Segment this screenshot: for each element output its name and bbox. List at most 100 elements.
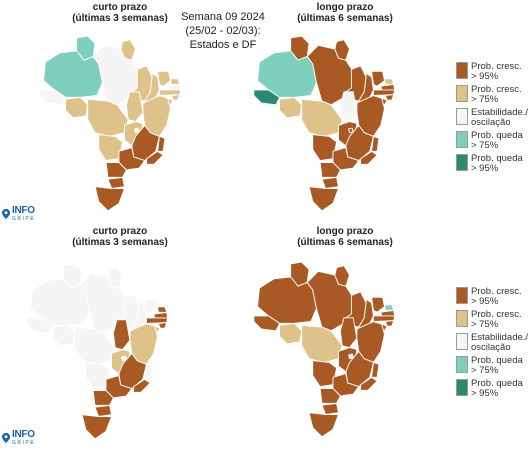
state-al (170, 94, 181, 101)
legend-label-q75: Prob. queda > 75% (471, 355, 523, 376)
logo-sub-text: GRIPE (12, 216, 36, 222)
legend-item-q75: Prob. queda > 75% (456, 131, 528, 151)
state-to (112, 319, 131, 351)
state-to (339, 91, 358, 123)
infogripe-logo-bottom: INFO GRIPE (2, 430, 35, 446)
legend-swatch-c95 (456, 62, 468, 79)
legend-label-est: Estabilidade./ oscilação (471, 332, 529, 353)
legend-swatch-q95 (456, 154, 468, 171)
panel-3-title-line1: curto prazo (92, 226, 148, 237)
map-states-group (253, 36, 396, 211)
legend-item-c95: Prob. cresc. > 95% (456, 287, 528, 307)
state-ac (253, 315, 281, 332)
panel-2-title-line1: longo prazo (316, 2, 374, 13)
state-df (348, 353, 354, 360)
state-ac (26, 317, 54, 334)
infogripe-logo-top: INFO GRIPE (2, 206, 35, 222)
legend-label-q95: Prob. queda > 95% (471, 153, 523, 174)
map-longo-prazo-bottom (253, 262, 396, 437)
legend-label-c95: Prob. cresc. > 95% (471, 286, 522, 307)
state-mt (301, 98, 343, 137)
state-pr (319, 162, 341, 178)
panel-4-title: longo prazo (últimas 6 semanas) (280, 226, 410, 248)
state-pr (92, 390, 114, 406)
state-rn (170, 78, 181, 85)
state-sc (321, 402, 339, 415)
state-df (348, 127, 354, 134)
panel-2-title-line2: (últimas 6 semanas) (297, 13, 393, 24)
logo-sub-text: GRIPE (12, 440, 36, 446)
state-ba (356, 321, 385, 363)
state-ac (253, 89, 281, 106)
state-rj (133, 378, 151, 393)
legend-item-q95: Prob. queda > 95% (456, 154, 528, 174)
state-ro (279, 322, 303, 345)
legend-swatch-c75 (456, 310, 468, 327)
state-rs (308, 412, 339, 437)
state-df (121, 355, 127, 362)
state-rj (360, 150, 378, 165)
legend-label-c75: Prob. cresc. > 75% (471, 84, 522, 105)
legend-swatch-q75 (456, 131, 468, 148)
state-ro (279, 96, 303, 119)
state-rs (308, 186, 339, 211)
state-sc (321, 176, 339, 189)
logo-main-text: INFO (12, 429, 35, 440)
map-states-group (26, 264, 169, 439)
state-al (157, 322, 168, 329)
state-rn (384, 304, 395, 311)
legend-label-c75: Prob. cresc. > 75% (471, 309, 522, 330)
location-pin-icon (2, 209, 10, 219)
legend-bottom: Prob. cresc. > 95% Prob. cresc. > 75% Esta… (456, 287, 528, 402)
state-to (125, 91, 144, 123)
legend-item-q75: Prob. queda > 75% (456, 356, 528, 376)
state-pb (166, 83, 182, 91)
week-header-line2: (25/02 - 02/03): (185, 25, 261, 37)
panel-1-title-line2: (últimas 3 semanas) (72, 13, 168, 24)
week-header-line3: Estados e DF (189, 39, 257, 51)
state-ce (371, 70, 385, 87)
state-ba (142, 95, 171, 137)
logo-main-text: INFO (12, 205, 35, 216)
legend-swatch-q95 (456, 379, 468, 396)
state-es (371, 361, 380, 378)
location-pin-icon (2, 433, 10, 443)
state-rn (384, 78, 395, 85)
state-rs (81, 414, 112, 439)
state-pb (380, 309, 396, 317)
state-sc (94, 404, 112, 417)
state-sc (107, 176, 125, 189)
state-df (134, 127, 140, 134)
map-curto-prazo-bottom (26, 264, 169, 439)
week-header-line1: Semana 09 2024 (181, 11, 265, 23)
state-ro (65, 96, 89, 119)
state-al (384, 94, 395, 101)
state-ba (129, 323, 158, 365)
state-to (339, 317, 358, 349)
state-mt (74, 326, 116, 365)
state-pr (105, 162, 127, 178)
legend-item-q95: Prob. queda > 95% (456, 379, 528, 399)
state-ce (144, 298, 158, 315)
state-pb (380, 83, 396, 91)
panel-1-title-line1: curto prazo (92, 2, 148, 13)
legend-item-c95: Prob. cresc. > 95% (456, 62, 528, 82)
panel-1-title: curto prazo (últimas 3 semanas) (55, 2, 185, 24)
state-ba (356, 95, 385, 137)
state-mt (87, 98, 129, 137)
state-ro (52, 324, 76, 347)
legend-swatch-est (456, 333, 468, 350)
legend-item-est: Estabilidade./ oscilação (456, 108, 528, 128)
legend-label-est: Estabilidade./ oscilação (471, 107, 529, 128)
legend-item-c75: Prob. cresc. > 75% (456, 310, 528, 330)
state-pb (153, 311, 169, 319)
panel-4-title-line1: longo prazo (316, 226, 374, 237)
state-rj (360, 376, 378, 391)
state-rs (94, 186, 125, 211)
legend-swatch-est (456, 108, 468, 125)
map-longo-prazo-top (253, 36, 396, 211)
state-rn (157, 306, 168, 313)
legend-label-c95: Prob. cresc. > 95% (471, 61, 522, 82)
legend-label-q95: Prob. queda > 95% (471, 378, 523, 399)
map-states-group (39, 36, 182, 211)
